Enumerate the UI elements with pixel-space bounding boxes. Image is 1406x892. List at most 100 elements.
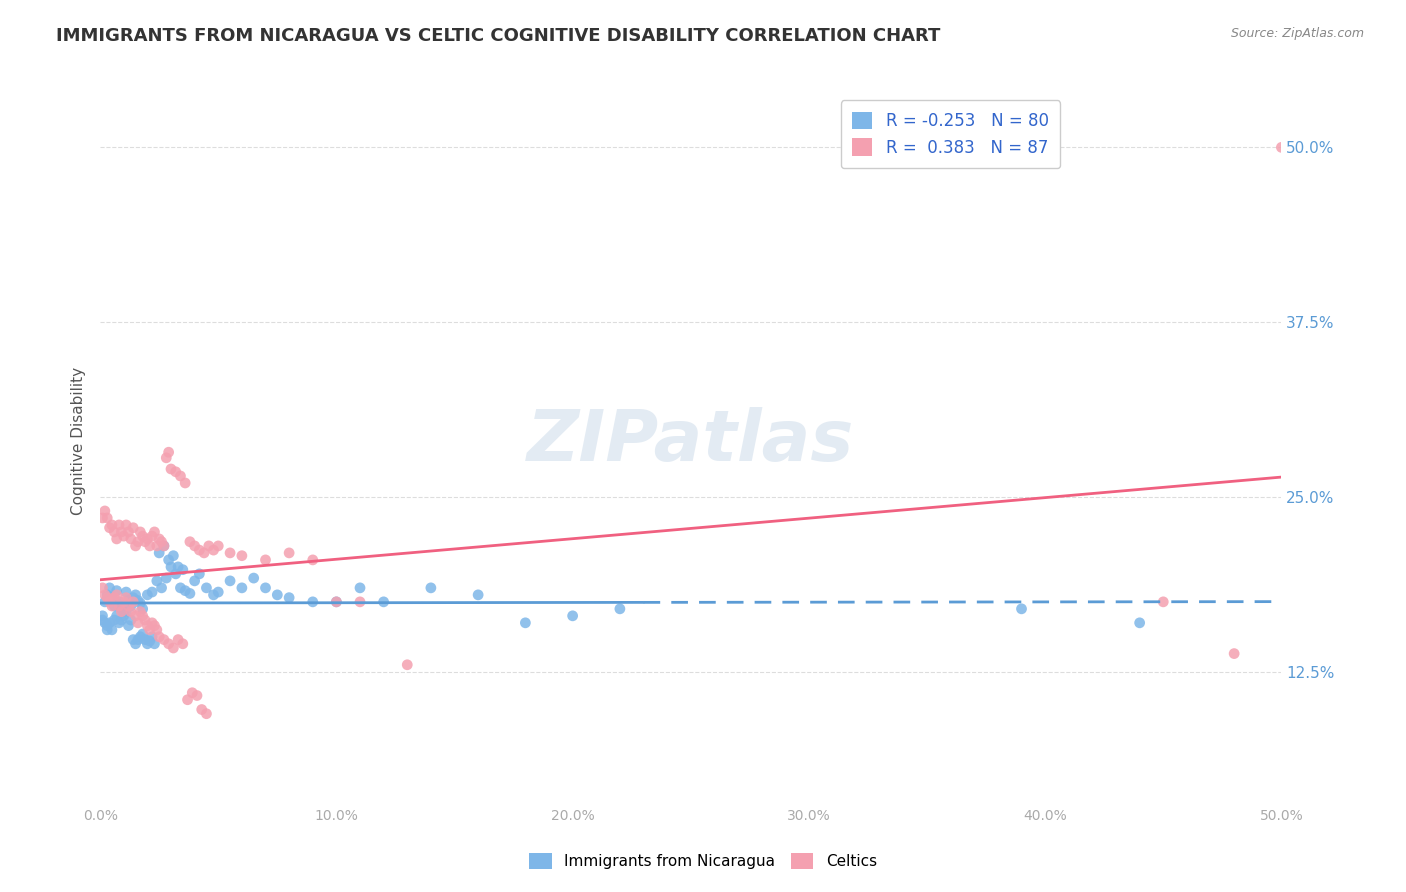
Point — [91, 608, 114, 623]
Point — [148, 532, 170, 546]
Point — [167, 560, 190, 574]
Point — [120, 599, 142, 613]
Point — [94, 615, 117, 630]
Point — [91, 613, 114, 627]
Point — [108, 599, 131, 613]
Point — [349, 581, 371, 595]
Point — [115, 591, 138, 605]
Point — [153, 539, 176, 553]
Point — [188, 566, 211, 581]
Point — [160, 560, 183, 574]
Point — [373, 595, 395, 609]
Point — [110, 602, 132, 616]
Point — [181, 686, 204, 700]
Point — [124, 637, 146, 651]
Point — [207, 585, 229, 599]
Point — [165, 465, 187, 479]
Point — [139, 634, 162, 648]
Point — [129, 630, 152, 644]
Point — [98, 581, 121, 595]
Point — [146, 623, 169, 637]
Point — [146, 539, 169, 553]
Point — [396, 657, 419, 672]
Point — [141, 529, 163, 543]
Point — [155, 571, 177, 585]
Point — [169, 469, 191, 483]
Point — [278, 546, 301, 560]
Point — [101, 517, 124, 532]
Text: IMMIGRANTS FROM NICARAGUA VS CELTIC COGNITIVE DISABILITY CORRELATION CHART: IMMIGRANTS FROM NICARAGUA VS CELTIC COGN… — [56, 27, 941, 45]
Point — [101, 599, 124, 613]
Text: Source: ZipAtlas.com: Source: ZipAtlas.com — [1230, 27, 1364, 40]
Point — [96, 618, 118, 632]
Point — [98, 521, 121, 535]
Point — [96, 623, 118, 637]
Point — [172, 637, 194, 651]
Point — [103, 591, 125, 605]
Point — [219, 574, 242, 588]
Point — [117, 618, 139, 632]
Point — [188, 543, 211, 558]
Point — [122, 595, 145, 609]
Point — [176, 692, 198, 706]
Point — [561, 608, 583, 623]
Point — [278, 591, 301, 605]
Point — [112, 529, 135, 543]
Point — [165, 566, 187, 581]
Point — [108, 517, 131, 532]
Point — [183, 574, 205, 588]
Point — [148, 546, 170, 560]
Point — [112, 605, 135, 619]
Text: ZIPatlas: ZIPatlas — [527, 407, 855, 475]
Point — [127, 615, 149, 630]
Point — [96, 588, 118, 602]
Point — [103, 613, 125, 627]
Point — [94, 595, 117, 609]
Point — [195, 581, 218, 595]
Point — [193, 546, 215, 560]
Point — [1270, 140, 1292, 154]
Point — [103, 524, 125, 539]
Point — [112, 608, 135, 623]
Point — [515, 615, 537, 630]
Point — [419, 581, 441, 595]
Point — [160, 462, 183, 476]
Point — [1129, 615, 1152, 630]
Point — [112, 595, 135, 609]
Point — [1223, 647, 1246, 661]
Point — [162, 549, 184, 563]
Point — [117, 593, 139, 607]
Y-axis label: Cognitive Disability: Cognitive Disability — [72, 367, 86, 515]
Point — [105, 588, 128, 602]
Point — [134, 613, 156, 627]
Point — [143, 637, 166, 651]
Point — [136, 637, 159, 651]
Point — [127, 534, 149, 549]
Point — [120, 532, 142, 546]
Point — [124, 539, 146, 553]
Point — [254, 553, 277, 567]
Point — [183, 539, 205, 553]
Point — [155, 450, 177, 465]
Point — [105, 583, 128, 598]
Point — [219, 546, 242, 560]
Point — [174, 583, 197, 598]
Point — [98, 615, 121, 630]
Point — [110, 524, 132, 539]
Point — [94, 504, 117, 518]
Point — [266, 588, 288, 602]
Point — [124, 608, 146, 623]
Point — [325, 595, 347, 609]
Point — [124, 588, 146, 602]
Point — [148, 630, 170, 644]
Point — [131, 627, 153, 641]
Point — [157, 445, 180, 459]
Point — [198, 539, 221, 553]
Point — [96, 591, 118, 605]
Point — [94, 588, 117, 602]
Point — [609, 602, 631, 616]
Legend: R = -0.253   N = 80, R =  0.383   N = 87: R = -0.253 N = 80, R = 0.383 N = 87 — [841, 100, 1060, 169]
Point — [117, 524, 139, 539]
Point — [179, 534, 201, 549]
Point — [127, 632, 149, 647]
